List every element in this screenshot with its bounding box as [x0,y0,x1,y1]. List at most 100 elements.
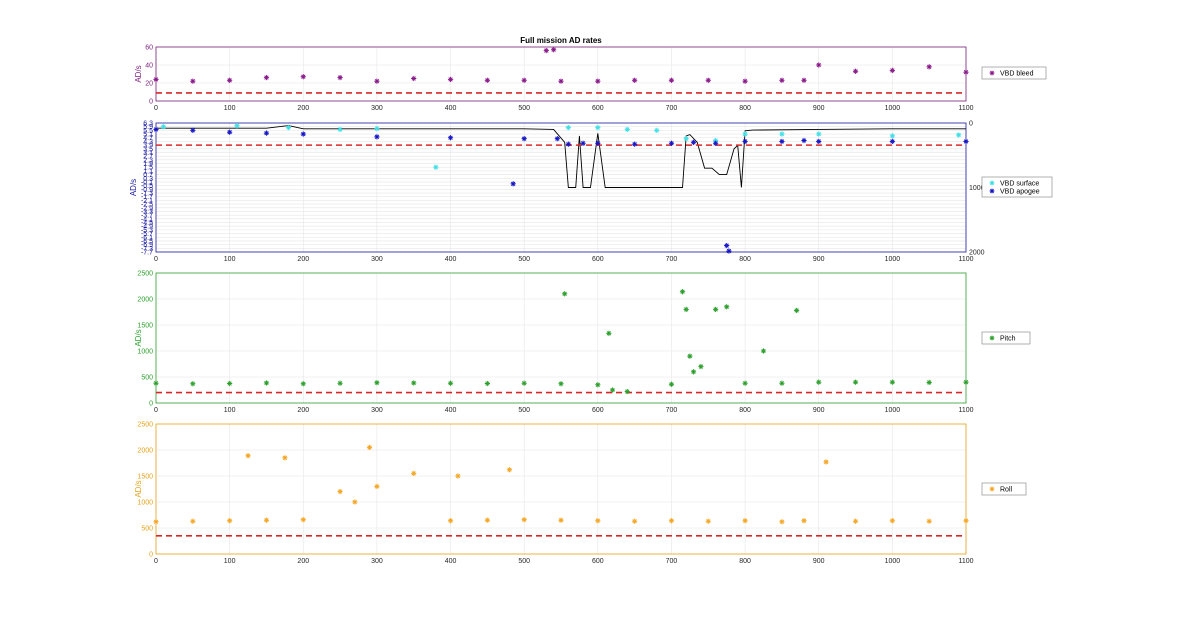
legend-marker [989,335,995,341]
y-tick-label: 1.5 [143,165,153,172]
y-tick-label: 500 [141,375,153,382]
y2-tick-label: 2000 [969,250,985,257]
data-point [282,455,288,461]
data-point [554,136,560,142]
y-axis-label: AD/s [134,329,143,346]
asterisk-stroke [706,519,711,524]
data-point [190,127,196,133]
data-point [816,138,822,145]
data-point [562,291,568,297]
x-tick-label: 1000 [885,407,901,414]
data-point [724,304,730,310]
asterisk-stroke [455,473,461,479]
asterisk-stroke [411,471,416,476]
y-tick-label: -5.3 [141,227,153,234]
asterisk-stroke [816,62,821,68]
data-point [624,388,630,395]
x-tick-label: 500 [518,105,530,112]
x-tick-label: 900 [813,105,825,112]
asterisk-stroke [989,70,995,76]
data-point [852,518,859,524]
data-point [926,64,932,70]
asterisk-stroke [669,382,674,387]
asterisk-stroke [190,381,195,386]
y2-tick-label: 0 [969,121,973,128]
y-tick-label: 0.7 [143,172,153,179]
asterisk-stroke [684,307,689,312]
chart-panel-4: 0 100 200 300 400 500 600 700 800 900 1000 1100 0 500… [134,422,1027,565]
data-point [690,139,697,145]
x-tick-label: 500 [518,256,530,263]
asterisk-stroke [227,381,232,386]
y-tick-label: 1.1 [143,168,153,175]
asterisk-stroke [161,124,166,129]
axes-box [155,122,967,253]
asterisk-stroke [713,307,718,312]
asterisk-stroke [522,381,527,386]
asterisk-stroke [989,335,995,341]
data-point [263,380,270,386]
asterisk-stroke [654,128,659,133]
asterisk-stroke [625,389,630,394]
data-point [713,140,719,146]
y-tick-label: -2.1 [141,198,153,205]
x-tick-label: 600 [592,558,604,565]
y-tick-label: 1000 [137,500,153,507]
legend-label: VBD bleed [1000,70,1034,77]
x-tick-label: 1100 [958,105,973,112]
data-point [411,75,417,82]
data-point [190,78,196,84]
x-tick-label: 200 [297,558,309,565]
y-tick-label: 40 [145,63,153,70]
data-point [742,380,748,386]
x-tick-label: 600 [592,407,604,414]
asterisk-stroke [566,125,571,130]
data-point [794,307,800,314]
asterisk-stroke [558,518,564,523]
data-point [484,77,490,83]
figure-title: Full mission AD rates [520,36,602,45]
x-tick-label: 700 [666,105,678,112]
legend-marker [989,180,995,186]
asterisk-stroke [927,380,932,385]
asterisk-stroke [595,382,600,387]
x-tick-label: 100 [224,105,236,112]
asterisk-stroke [433,165,438,170]
data-point [624,126,630,133]
y-tick-label: -2.5 [141,202,153,209]
data-point [816,62,822,68]
x-tick-label: 600 [592,105,604,112]
x-tick-label: 1100 [958,558,973,565]
asterisk-stroke [153,381,159,386]
data-point [823,459,829,465]
y-tick-label: 1500 [137,323,153,330]
data-point [337,75,343,81]
data-point [433,164,439,170]
data-point [779,519,785,525]
asterisk-stroke [823,459,829,465]
asterisk-stroke [779,381,785,386]
y-tick-label: -7.3 [141,246,153,253]
data-point [227,518,233,524]
data-point [724,242,730,249]
y-axis-label: AD/s [129,179,138,196]
asterisk-stroke [801,138,807,143]
asterisk-stroke [927,64,932,69]
asterisk-stroke [337,489,343,494]
x-tick-label: 0 [154,105,158,112]
data-point [742,518,748,524]
y-tick-label: -1.7 [141,194,153,201]
legend-label: Roll [1000,486,1013,493]
asterisk-stroke [779,519,785,524]
data-point [160,124,166,130]
data-point [263,517,270,523]
data-point [595,78,601,84]
x-tick-label: 1000 [885,256,901,263]
y-tick-label: -6.9 [141,242,153,249]
data-point [760,348,767,354]
asterisk-stroke [227,518,232,523]
x-tick-label: 800 [739,407,751,414]
data-point [227,129,233,135]
asterisk-stroke [485,78,490,83]
